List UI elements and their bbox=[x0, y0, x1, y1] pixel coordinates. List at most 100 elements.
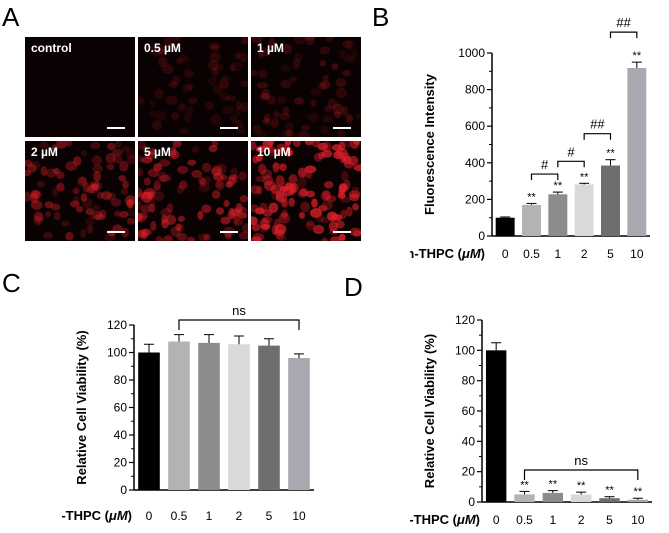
cell-nucleus bbox=[266, 95, 276, 105]
cell-nucleus bbox=[342, 69, 352, 77]
cell-nucleus bbox=[270, 189, 281, 201]
cell-nucleus bbox=[251, 236, 262, 241]
cell-nucleus bbox=[104, 232, 116, 241]
cell-nucleus bbox=[288, 197, 296, 207]
x-tick-label: 0.5 bbox=[523, 247, 540, 261]
cell-nucleus bbox=[191, 169, 203, 178]
cell-nucleus bbox=[354, 113, 361, 121]
cell-nucleus bbox=[86, 185, 95, 194]
bracket-label: # bbox=[567, 144, 575, 159]
cell-nucleus bbox=[172, 141, 182, 148]
x-tick-label: 0 bbox=[493, 513, 500, 527]
cell-nucleus bbox=[85, 208, 94, 216]
cell-nucleus bbox=[69, 200, 80, 208]
cell-nucleus bbox=[213, 63, 224, 72]
significance-bracket bbox=[583, 133, 612, 140]
cell-nucleus bbox=[276, 95, 287, 104]
cell-nucleus bbox=[162, 64, 174, 75]
cell-nucleus bbox=[304, 165, 317, 174]
cell-nucleus bbox=[268, 202, 279, 213]
cell-nucleus bbox=[235, 106, 242, 117]
cell-nucleus bbox=[91, 211, 103, 220]
scale-bar bbox=[220, 127, 238, 129]
cell-nucleus bbox=[99, 209, 107, 218]
cell-nucleus bbox=[138, 168, 144, 177]
cell-nucleus bbox=[94, 214, 106, 221]
cell-nucleus bbox=[281, 209, 289, 218]
cell-nucleus bbox=[223, 199, 230, 208]
cell-nucleus bbox=[278, 112, 291, 121]
cell-nucleus bbox=[30, 189, 40, 198]
y-tick-label: 100 bbox=[455, 343, 475, 357]
micrograph-tile: 1 µM bbox=[251, 37, 361, 137]
cell-nucleus bbox=[335, 87, 348, 99]
cell-nucleus bbox=[261, 88, 270, 100]
cell-nucleus bbox=[251, 69, 258, 77]
cell-nucleus bbox=[288, 76, 298, 83]
bar bbox=[495, 217, 515, 236]
cell-nucleus bbox=[297, 167, 307, 178]
bar bbox=[574, 184, 594, 236]
cell-nucleus bbox=[319, 46, 331, 55]
cell-nucleus bbox=[179, 128, 189, 135]
cell-nucleus bbox=[235, 126, 246, 135]
cell-nucleus bbox=[343, 54, 356, 63]
cell-nucleus bbox=[328, 221, 339, 232]
cell-nucleus bbox=[30, 200, 43, 210]
cell-nucleus bbox=[255, 175, 266, 182]
cell-nucleus bbox=[51, 186, 59, 198]
cell-nucleus bbox=[252, 155, 259, 164]
cell-nucleus bbox=[296, 177, 307, 188]
cell-nucleus bbox=[285, 121, 294, 132]
cell-nucleus bbox=[336, 147, 348, 158]
bar bbox=[258, 345, 280, 490]
cell-nucleus bbox=[337, 192, 346, 199]
x-axis-label: m-THPC (μM) bbox=[62, 508, 132, 523]
cell-nucleus bbox=[138, 229, 148, 240]
tile-label: 0.5 µM bbox=[144, 41, 181, 55]
cell-nucleus bbox=[262, 216, 273, 224]
image-background bbox=[25, 141, 135, 241]
y-tick-label: 20 bbox=[462, 465, 476, 479]
cell-nucleus bbox=[182, 84, 193, 92]
cell-nucleus bbox=[149, 99, 156, 108]
bar bbox=[514, 494, 535, 502]
cell-nucleus bbox=[106, 163, 115, 171]
cell-nucleus bbox=[106, 192, 117, 201]
cell-nucleus bbox=[319, 60, 327, 67]
cell-nucleus bbox=[239, 80, 248, 88]
cell-nucleus bbox=[259, 223, 268, 234]
y-tick-label: 800 bbox=[465, 83, 485, 97]
micrograph-tile: 5 µM bbox=[138, 141, 248, 241]
cell-nucleus bbox=[168, 81, 178, 89]
cell-nucleus bbox=[345, 39, 355, 51]
fluorescence-image bbox=[251, 141, 361, 241]
cell-nucleus bbox=[305, 37, 315, 46]
fluorescence-image bbox=[138, 37, 248, 137]
cell-nucleus bbox=[158, 56, 168, 68]
y-tick-label: 200 bbox=[465, 192, 485, 206]
cell-nucleus bbox=[285, 149, 294, 157]
cell-nucleus bbox=[335, 78, 347, 88]
cell-nucleus bbox=[153, 88, 164, 100]
cell-nucleus bbox=[208, 144, 218, 153]
cell-nucleus bbox=[101, 191, 112, 200]
bracket-label: # bbox=[541, 157, 549, 172]
x-tick-label: 10 bbox=[631, 513, 645, 527]
cell-nucleus bbox=[197, 210, 204, 220]
cell-nucleus bbox=[215, 180, 225, 191]
cell-nucleus bbox=[315, 212, 324, 223]
micrograph-tile: control bbox=[25, 37, 135, 137]
cell-nucleus bbox=[238, 231, 248, 240]
cell-nucleus bbox=[320, 125, 329, 135]
cell-nucleus bbox=[212, 172, 224, 182]
cell-nucleus bbox=[165, 214, 177, 226]
cell-nucleus bbox=[141, 228, 152, 237]
cell-nucleus bbox=[279, 163, 287, 172]
bar bbox=[138, 352, 160, 490]
cell-nucleus bbox=[75, 205, 84, 213]
cell-nucleus bbox=[238, 51, 248, 63]
cell-nucleus bbox=[275, 229, 284, 240]
cell-nucleus bbox=[112, 154, 123, 164]
